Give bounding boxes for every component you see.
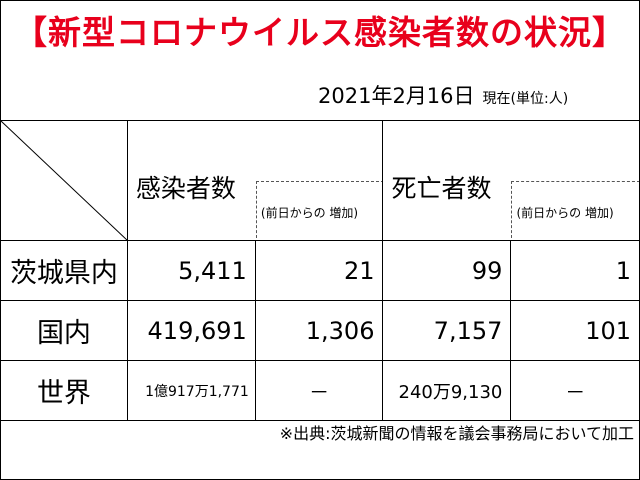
page-title: 【新型コロナウイルス感染者数の状況】 (14, 13, 626, 52)
deaths-header: 死亡者数 (前日からの 増加) (382, 120, 640, 241)
table-row: 茨城県内 5,411 21 99 1 (0, 240, 640, 301)
deaths-value: 7,157 (382, 300, 512, 361)
deaths-header-label: 死亡者数 (391, 174, 492, 203)
table-row: 世界 1億917万1,771 － 240万9,130 － (0, 360, 640, 421)
infected-change-value: － (254, 360, 384, 421)
infected-value: 5,411 (126, 240, 256, 301)
header-row: 感染者数 (前日からの 増加) 死亡者数 (前日からの 増加) (0, 120, 640, 241)
row-label: 世界 (0, 360, 128, 421)
stats-table: 感染者数 (前日からの 増加) 死亡者数 (前日からの 増加) 茨城県内 5,4… (0, 120, 640, 421)
deaths-change-value: 1 (510, 240, 640, 301)
infected-header: 感染者数 (前日からの 増加) (126, 120, 383, 241)
report-date: 2021年2月16日 (318, 84, 475, 108)
corner-diagonal (1, 121, 127, 240)
deaths-change-value: － (510, 360, 640, 421)
deaths-value: 240万9,130 (382, 360, 512, 421)
row-label: 国内 (0, 300, 128, 361)
as-of-unit: 現在(単位:人) (482, 91, 569, 107)
infected-value: 1億917万1,771 (126, 360, 256, 421)
source-note: ※出典:茨城新聞の情報を議会事務局において加工 (279, 424, 634, 443)
infected-change-value: 1,306 (254, 300, 384, 361)
deaths-change-value: 101 (510, 300, 640, 361)
infected-header-label: 感染者数 (135, 174, 236, 203)
corner-cell (0, 120, 128, 241)
row-label: 茨城県内 (0, 240, 128, 301)
infected-change-header: (前日からの 増加) (255, 181, 383, 238)
date-line: 2021年2月16日 現在(単位:人) (318, 80, 634, 110)
infected-change-value: 21 (254, 240, 384, 301)
table-row: 国内 419,691 1,306 7,157 101 (0, 300, 640, 361)
deaths-change-header: (前日からの 増加) (511, 181, 639, 238)
deaths-value: 99 (382, 240, 512, 301)
infected-value: 419,691 (126, 300, 256, 361)
